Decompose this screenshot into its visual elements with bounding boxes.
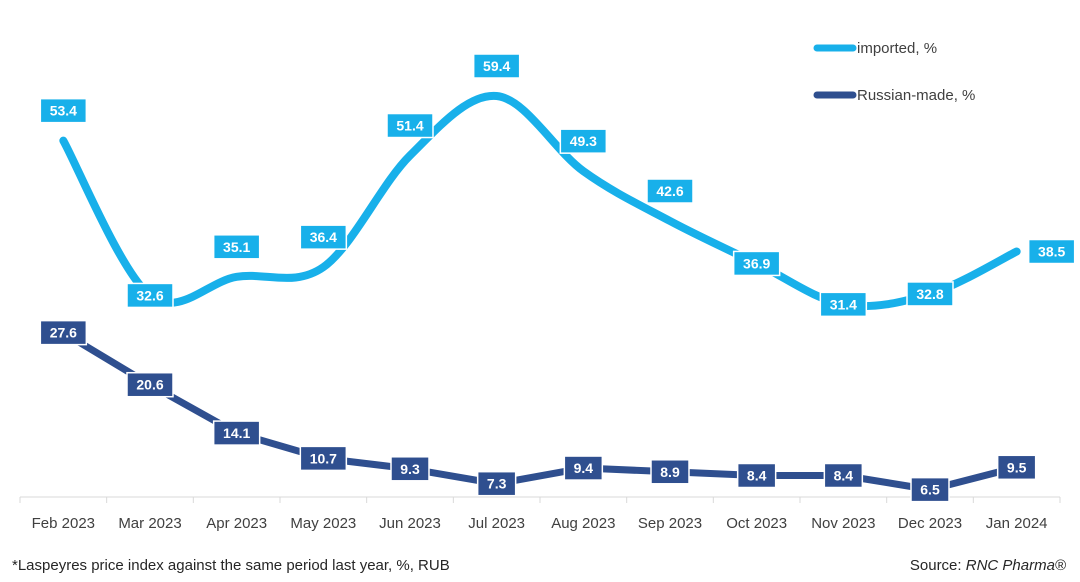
source-note: Source: RNC Pharma® [910,557,1066,574]
data-label-box [212,234,261,260]
data-label: 36.9 [743,255,770,271]
data-label-box [819,291,868,318]
data-label-box [1027,238,1076,265]
series-lines [59,91,1021,494]
data-label-box [126,282,174,309]
data-label-box [563,455,604,481]
x-tick-label: Dec 2023 [898,515,962,532]
legend-label: Russian-made, % [857,87,975,104]
data-label-box [559,128,608,154]
data-label: 9.5 [1007,459,1027,475]
data-label: 53.4 [50,103,77,119]
data-label: 9.4 [574,460,594,476]
data-labels: 53.4 32.6 35.1 36.4 51.4 59.4 49.3 42.6 36.9 31.4… [39,53,1076,503]
data-label: 14.1 [223,425,250,441]
data-label-box [39,97,88,124]
data-label-box [390,456,430,482]
x-tick-label: Feb 2023 [32,515,95,532]
legend-label: imported, % [857,40,937,57]
data-label: 27.6 [50,325,77,341]
data-label-box [906,281,954,307]
data-label-box [299,224,348,250]
data-label-box [650,459,690,485]
data-label-box [910,476,950,503]
legend: imported, % Russian-made, % [813,40,975,104]
data-label: 10.7 [310,450,337,466]
x-tick-label: Sep 2023 [638,515,702,532]
line-chart: Feb 2023 Mar 2023 Apr 2023 May 2023 Jun 2023… [19,40,1076,532]
series-line-russian-made [59,329,1021,494]
data-label-box [472,53,521,79]
data-label: 51.4 [396,118,423,134]
data-label: 8.4 [747,467,767,483]
x-tick-label: Jun 2023 [379,515,441,532]
data-label: 49.3 [570,133,597,149]
data-label-box [126,371,174,398]
data-label: 7.3 [487,476,507,492]
data-label: 8.4 [834,467,854,483]
data-label: 6.5 [920,482,940,498]
data-label: 36.4 [310,229,337,245]
data-label: 20.6 [136,377,163,393]
source-prefix: Source: [909,557,966,574]
source-brand: RNC Pharma® [965,557,1066,574]
data-label: 32.8 [916,286,943,302]
data-label: 35.1 [223,239,250,255]
data-label-box [996,454,1037,481]
data-label: 32.6 [136,287,163,303]
data-label-box [823,462,864,489]
data-label-box [476,470,517,497]
data-label: 59.4 [483,58,510,74]
x-tick-label: Jul 2023 [468,515,525,532]
x-axis: Feb 2023 Mar 2023 Apr 2023 May 2023 Jun 2023… [19,496,1061,532]
x-tick-label: Jan 2024 [986,515,1048,532]
data-label: 8.9 [660,464,680,480]
x-tick-label: Apr 2023 [206,515,267,532]
x-tick-label: Aug 2023 [551,515,615,532]
data-label-box [212,420,261,446]
data-label: 31.4 [830,296,857,312]
x-tick-label: Oct 2023 [726,515,787,532]
data-label: 9.3 [400,461,420,477]
data-label-box [732,250,781,277]
x-tick-label: Mar 2023 [118,515,181,532]
data-label: 38.5 [1038,244,1065,260]
data-label-box [646,178,694,204]
data-label-box [299,445,348,472]
data-label-box [39,319,88,346]
data-label-box [736,462,777,489]
data-label: 42.6 [656,183,683,199]
x-tick-label: Nov 2023 [811,515,875,532]
series-line-imported [59,91,1021,311]
x-tick-label: May 2023 [290,515,356,532]
data-label-box [386,112,434,139]
footnote: *Laspeyres price index against the same … [12,557,450,574]
